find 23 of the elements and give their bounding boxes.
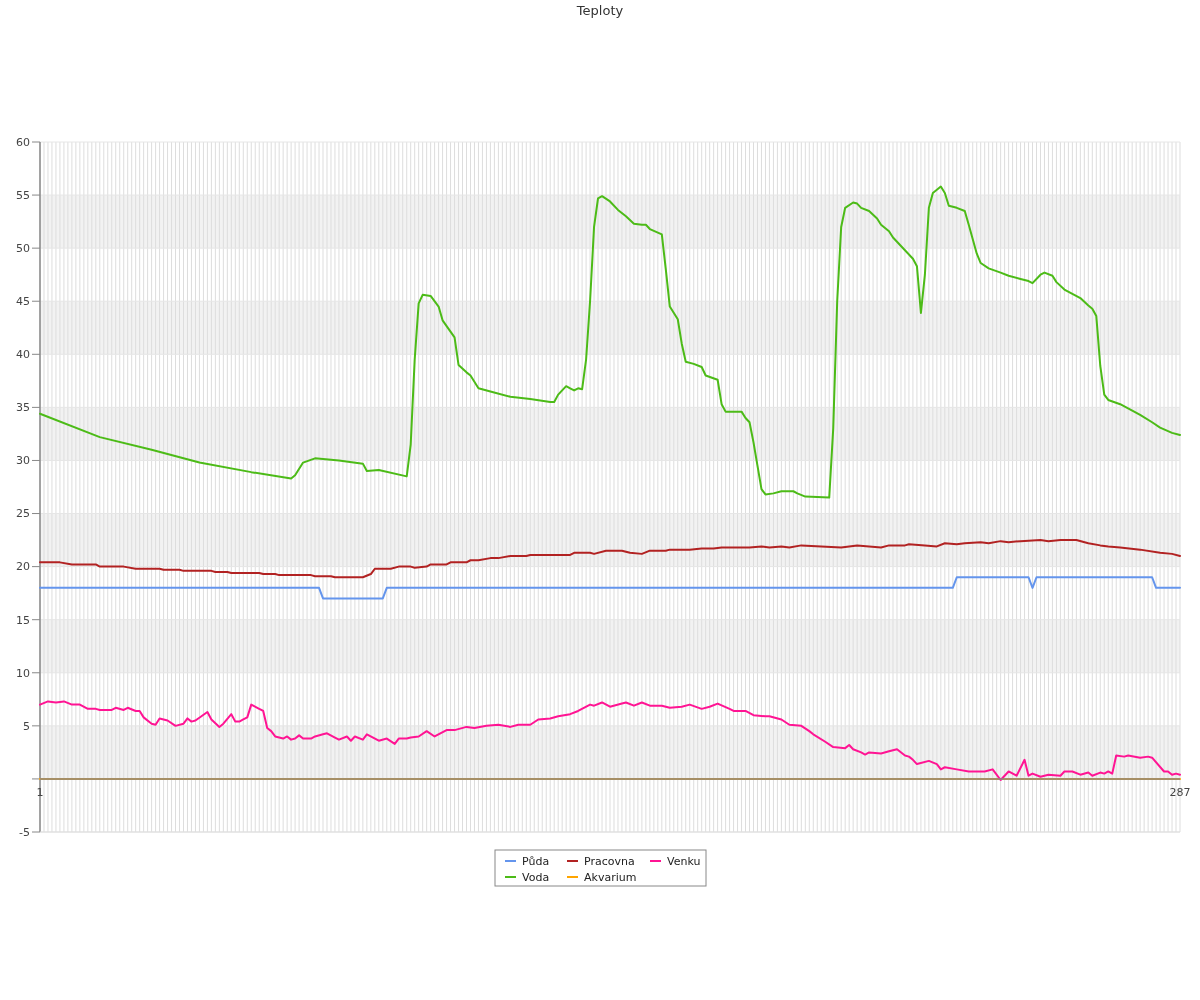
x-tick-label: 287 xyxy=(1169,785,1191,799)
legend-label: Půda xyxy=(522,854,550,868)
y-tick-label: 25 xyxy=(16,507,30,521)
line-series xyxy=(39,185,1181,499)
y-tick-label: 60 xyxy=(16,135,30,149)
legend-label: Venku xyxy=(667,854,701,868)
y-tick-label: 35 xyxy=(16,401,30,415)
y-tick-label: 45 xyxy=(16,295,30,309)
line-series xyxy=(39,539,1181,579)
y-tick-label: -5 xyxy=(19,825,30,839)
y-tick-label: 50 xyxy=(16,242,30,255)
y-tick-label: 40 xyxy=(16,348,30,362)
y-tick-label: 30 xyxy=(16,454,30,468)
y-tick-label: 10 xyxy=(16,666,30,680)
legend-label: Voda xyxy=(522,870,550,884)
chart-title: Teploty xyxy=(575,3,624,18)
legend-label: Akvarium xyxy=(584,870,637,884)
y-tick-label: 20 xyxy=(16,560,30,574)
y-tick-label: 55 xyxy=(16,188,30,202)
y-tick-label: 15 xyxy=(16,613,30,627)
x-tick-label: 1 xyxy=(36,785,44,799)
y-tick-label: 5 xyxy=(23,719,30,733)
legend-label: Pracovna xyxy=(584,854,635,868)
